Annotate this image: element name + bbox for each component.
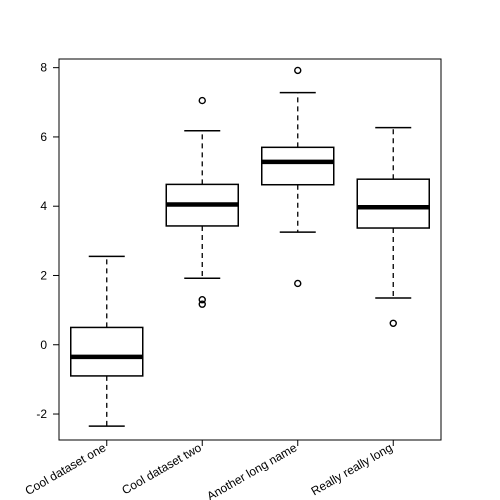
plot-frame	[58, 58, 442, 441]
iqr-box	[70, 326, 144, 377]
outlier-point	[198, 300, 206, 308]
outlier-point	[294, 279, 302, 288]
x-axis: Cool dataset one Cool dataset two Another …	[23, 440, 395, 500]
box-series-3	[261, 66, 335, 288]
iqr-box	[356, 178, 430, 229]
y-tick-label: 8	[40, 61, 47, 75]
y-tick-label: 4	[40, 199, 47, 213]
outlier-point	[198, 96, 206, 105]
y-axis: -2 0 2 4 6 8	[36, 61, 59, 421]
x-tick-label: Cool dataset two	[119, 440, 204, 497]
x-tick-label: Really really long	[309, 440, 395, 498]
box-series-1	[70, 255, 144, 427]
outlier-point	[198, 296, 206, 304]
boxes-group	[70, 66, 430, 427]
iqr-box	[261, 146, 335, 186]
box-series-4	[356, 126, 430, 327]
x-tick-label: Another long name	[204, 440, 299, 500]
y-tick-label: 0	[40, 338, 47, 352]
x-tick-label: Cool dataset one	[23, 440, 109, 498]
outlier-point	[294, 66, 302, 75]
y-tick-label: 6	[40, 130, 47, 144]
y-tick-label: -2	[36, 407, 47, 421]
outlier-point	[389, 319, 397, 327]
box-series-2	[165, 96, 239, 308]
y-tick-label: 2	[40, 268, 47, 282]
